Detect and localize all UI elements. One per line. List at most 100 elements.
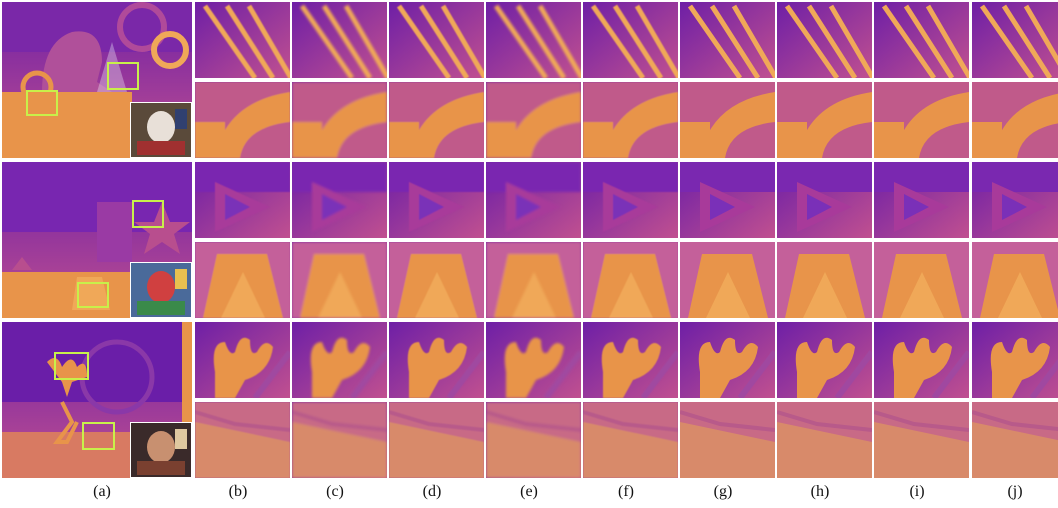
pole-shape (299, 4, 355, 78)
triangle-inner (710, 194, 735, 220)
crop-content (389, 242, 484, 318)
region-fill (195, 162, 290, 192)
antler-shape (504, 337, 564, 398)
table-region (292, 122, 322, 158)
pole-shape (634, 4, 678, 78)
crop-content (195, 82, 290, 158)
depth-map-row-1 (2, 2, 192, 158)
foreground-table (2, 92, 132, 158)
depth-map-svg (2, 322, 192, 478)
crop-row1-bottom-col4 (389, 82, 484, 158)
triangle-shape (900, 272, 944, 318)
crop-svg (486, 2, 581, 78)
crop-content (777, 162, 872, 232)
crop-row1-top-col5 (486, 2, 581, 78)
pole-shape (396, 4, 452, 78)
antler-shape (601, 337, 661, 398)
pole-shape (709, 4, 761, 78)
photo-object (175, 269, 187, 289)
crop-row1-top-col4 (389, 2, 484, 78)
crop-row2-bottom-col3 (292, 242, 387, 318)
antler-shape (698, 337, 758, 398)
caption-e: (e) (520, 483, 538, 500)
triangle-shape (415, 272, 459, 318)
caption-j: (j) (1007, 483, 1023, 500)
table-edge (583, 422, 678, 478)
caption-f: (f) (618, 483, 634, 500)
crop-content (389, 402, 484, 478)
cone-shape (97, 42, 127, 92)
crop-row2-bottom-col7 (680, 242, 775, 318)
crop-svg (777, 242, 872, 318)
crop-svg (292, 322, 387, 398)
edge-line (874, 410, 969, 432)
pole-shape (202, 4, 258, 78)
triangle-inner (419, 194, 444, 220)
far-wall (2, 322, 192, 402)
crop-content (795, 337, 872, 398)
crop-content (407, 337, 484, 398)
crop-row1-top-col6 (583, 2, 678, 78)
rod-shape (640, 350, 678, 398)
region-fill (680, 162, 775, 192)
triangle-inner (1002, 194, 1027, 220)
crop-content (892, 337, 969, 398)
crop-svg (292, 162, 387, 238)
crop-svg (389, 322, 484, 398)
region-fill (777, 162, 872, 192)
triangle-inner (613, 194, 638, 220)
crop-svg (680, 162, 775, 238)
crop-row2-bottom-col5 (486, 242, 581, 318)
crop-svg (874, 242, 969, 318)
crop-svg (292, 242, 387, 318)
ring-arc (215, 92, 290, 158)
triangle-inner (807, 194, 832, 220)
crop-content (299, 4, 387, 78)
table-region (972, 122, 1002, 158)
selection-box (77, 282, 109, 308)
photo-subject (147, 431, 175, 463)
ring-arc (603, 92, 678, 158)
region-fill (583, 162, 678, 192)
crop-content (493, 4, 581, 78)
region-fill (389, 162, 484, 192)
crop-content (979, 4, 1058, 78)
crop-content (680, 402, 775, 478)
crop-content (990, 337, 1058, 398)
region-fill (972, 162, 1058, 192)
crop-row2-bottom-col4 (389, 242, 484, 318)
crop-content (777, 242, 872, 318)
crop-svg (777, 2, 872, 78)
crop-row3-top-col7 (680, 322, 775, 398)
antler-shape (795, 337, 855, 398)
stand-shape (53, 401, 79, 444)
triangle-inner (322, 194, 347, 220)
crop-svg (486, 162, 581, 238)
crop-content (874, 242, 969, 318)
crop-svg (486, 82, 581, 158)
crop-svg (680, 322, 775, 398)
pole-shape (224, 4, 276, 78)
crop-row3-bottom-col6 (583, 402, 678, 478)
selection-box (54, 352, 89, 380)
photo-subject (147, 271, 175, 303)
crop-content (292, 82, 387, 158)
crop-row2-bottom-col8 (777, 242, 872, 318)
triangle-inner (904, 194, 929, 220)
antler-silhouette (47, 358, 87, 397)
crop-row1-bottom-col8 (777, 82, 872, 158)
crop-content (583, 242, 678, 318)
rod-shape (446, 350, 484, 398)
crop-svg (389, 2, 484, 78)
crop-content (486, 402, 581, 478)
crop-content (195, 162, 290, 232)
crop-svg (874, 162, 969, 238)
table-edge (777, 422, 872, 478)
ring-arc (506, 92, 581, 158)
pole-shape (440, 4, 484, 78)
table-edge (486, 422, 581, 478)
crop-row3-bottom-col5 (486, 402, 581, 478)
crop-svg (389, 402, 484, 478)
pole-shape (687, 4, 743, 78)
